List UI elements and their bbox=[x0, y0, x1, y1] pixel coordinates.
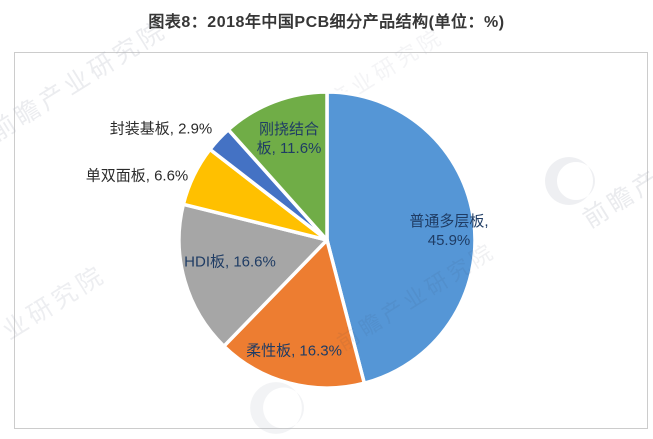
slice-label-普通多层板: 普通多层板, 45.9% bbox=[409, 213, 489, 249]
slice-label-HDI板: HDI板, 16.6% bbox=[184, 253, 276, 271]
slice-label-刚挠结合板: 刚挠结合 板, 11.6% bbox=[256, 121, 322, 157]
pie-slice-HDI板 bbox=[177, 202, 329, 348]
pie-slice-刚挠结合板 bbox=[226, 90, 329, 242]
slice-label-封装基板: 封装基板, 2.9% bbox=[109, 120, 213, 138]
chart-title: 图表8：2018年中国PCB细分产品结构(单位：%) bbox=[148, 14, 505, 31]
slice-label-柔性板: 柔性板, 16.3% bbox=[246, 342, 342, 360]
pie-slice-普通多层板 bbox=[325, 90, 477, 385]
slice-label-单双面板: 单双面板, 6.6% bbox=[85, 167, 189, 185]
pie-slice-柔性板 bbox=[222, 238, 367, 390]
